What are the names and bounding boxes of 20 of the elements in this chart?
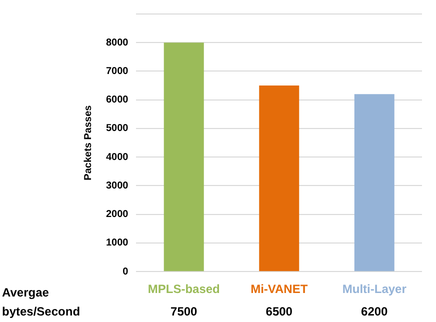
y-tick-label: 1000 <box>106 238 129 249</box>
x-tick-label: Mi-VANET <box>250 282 308 296</box>
text: 6200 <box>361 304 388 318</box>
x-tick-label: Multi-Layer <box>342 282 407 296</box>
bar <box>164 42 204 272</box>
y-tick-label: 2000 <box>106 209 129 220</box>
x-tick-label: MPLS-based <box>148 282 220 296</box>
text: 7500 <box>170 304 198 318</box>
y-tick-label: 3000 <box>106 180 129 192</box>
text: 6500 <box>266 304 293 318</box>
text: Avergae bytes/Second <box>2 285 80 318</box>
y-tick-label: 5000 <box>106 123 129 134</box>
y-tick-label: 4000 <box>106 152 129 163</box>
y-tick-label: 6000 <box>106 94 129 106</box>
y-tick-label: 0 <box>122 266 129 278</box>
y-tick-label: 7000 <box>106 66 129 77</box>
y-axis-title: Packets Passes <box>82 104 94 180</box>
bar <box>354 94 394 272</box>
y-tick-label: 8000 <box>106 37 129 48</box>
bar <box>259 86 300 272</box>
